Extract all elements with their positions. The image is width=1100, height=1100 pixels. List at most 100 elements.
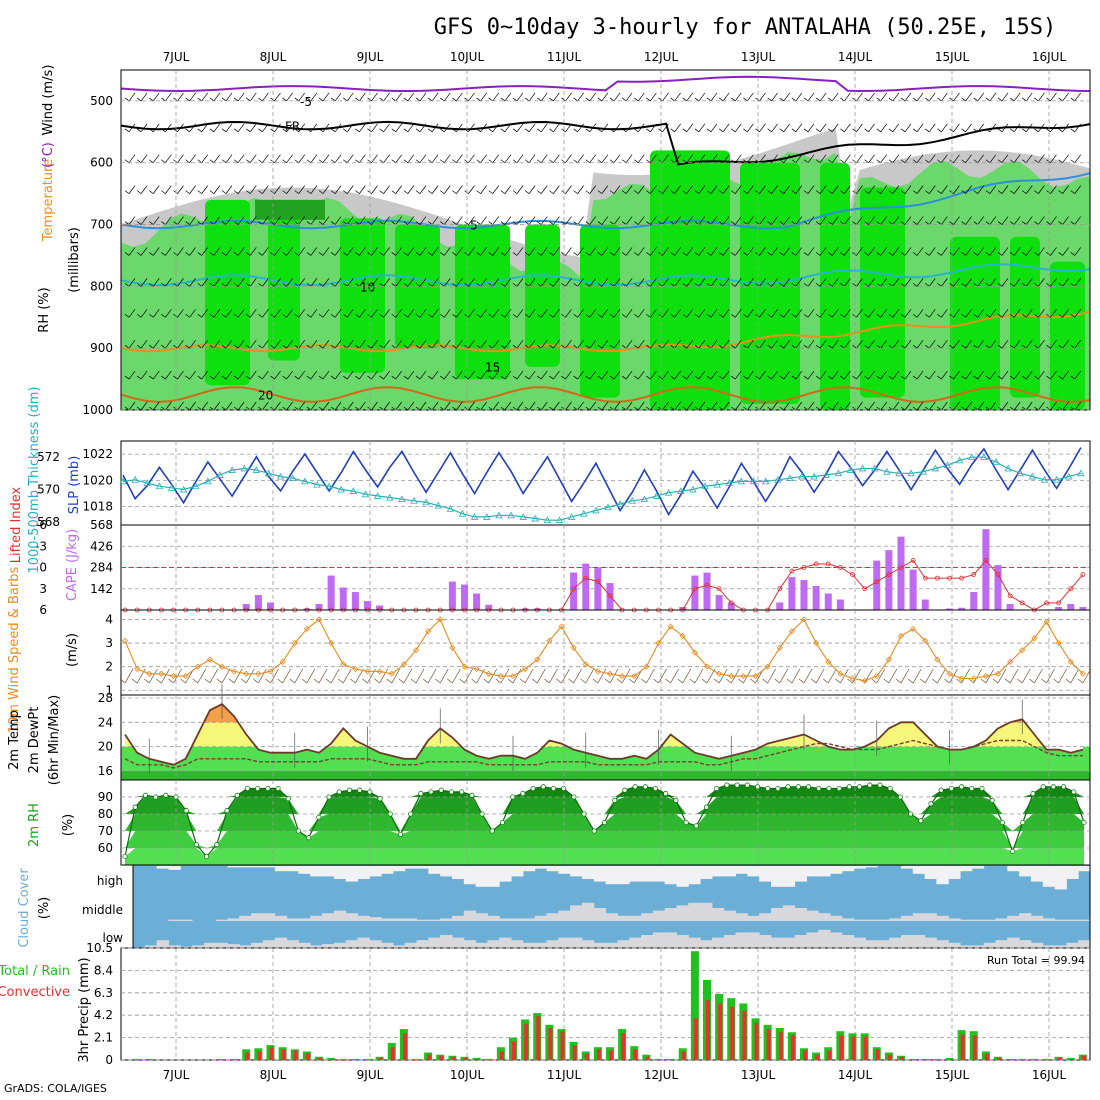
rh-2m-point: [969, 785, 975, 792]
cloud-middle-cell: [877, 919, 890, 921]
wind-barb: [1034, 185, 1045, 194]
wind-barb: [209, 185, 221, 194]
wind-speed-point: [703, 663, 711, 670]
precip-convective-bar: [584, 1053, 589, 1060]
wind-barb: [1022, 278, 1033, 287]
wind-barb: [488, 339, 500, 349]
wind-barb: [265, 668, 279, 684]
wind-barb: [573, 154, 584, 164]
lifted-index-point: [874, 579, 880, 585]
wind-barb: [476, 92, 487, 102]
rh-2m-point: [632, 784, 638, 790]
wind-barb: [185, 92, 196, 102]
rh-2m-point: [683, 819, 689, 826]
rh-2m-point: [1040, 784, 1046, 790]
wind-barb: [573, 216, 584, 225]
wind-barb: [1022, 185, 1033, 194]
wind-barb: [403, 92, 415, 102]
rh-2m-point: [938, 787, 944, 793]
cloud-middle-cell: [522, 918, 536, 921]
lifted-index-point: [801, 565, 807, 570]
wind-barb: [973, 123, 985, 133]
wind-barb: [961, 185, 972, 194]
rh-2m-point: [703, 804, 710, 810]
wind-barb: [549, 309, 560, 318]
wind-barb: [1058, 123, 1069, 133]
wind-barb: [791, 123, 803, 133]
rh-2m-point: [897, 794, 903, 800]
wind-barb: [937, 278, 948, 287]
wind-barb: [925, 309, 936, 318]
wind-barb: [585, 278, 597, 287]
wind-barb: [1046, 92, 1057, 102]
precip-convective-bar: [1081, 1055, 1086, 1060]
contour-label: -5: [300, 95, 312, 109]
wind-barb: [694, 154, 706, 164]
wind-barb: [888, 339, 900, 349]
wind-barb: [815, 92, 827, 102]
wind-barb: [718, 339, 730, 349]
wind-speed-point: [1043, 618, 1050, 625]
cloud-low-cell: [499, 937, 512, 948]
wind-barb: [173, 92, 184, 102]
wind-barb: [233, 154, 245, 164]
freezing-level-contour: [120, 120, 1091, 166]
cloud-high-cell: [262, 866, 276, 868]
wind-barb: [512, 309, 524, 318]
thickness-point: [980, 453, 988, 461]
wind-speed-point: [982, 673, 989, 680]
wind-barb: [864, 123, 875, 133]
wind-barb: [258, 92, 269, 102]
wind-barb: [440, 339, 451, 349]
thickness-point: [143, 479, 151, 486]
thickness-point: [531, 514, 539, 522]
wind-barb: [549, 154, 560, 164]
wind-barb: [888, 370, 900, 380]
cape-bar: [836, 599, 844, 610]
thickness-point: [410, 496, 418, 504]
y-tick-label: 6: [39, 603, 47, 617]
wind-barb: [294, 154, 306, 164]
wind-barb: [876, 216, 888, 225]
wind-barb: [925, 123, 936, 133]
wind-barb: [912, 123, 924, 133]
cloud-middle-cell: [1030, 915, 1044, 921]
wind-barb: [852, 154, 863, 164]
wind-barb: [415, 216, 427, 225]
lifted-index-point: [1007, 593, 1013, 599]
wind-barb: [185, 339, 196, 349]
lifted-index-point: [813, 561, 819, 567]
cloud-low-cell: [463, 940, 477, 948]
cloud-middle-cell: [853, 919, 867, 921]
wind-barb: [706, 247, 718, 256]
wind-barb: [895, 668, 910, 684]
rh-2m-point: [285, 796, 291, 802]
rh-2m-point: [540, 784, 546, 790]
thickness-point: [495, 511, 503, 519]
cape-bar: [570, 572, 578, 610]
wind-barb: [330, 278, 342, 287]
wind-barb: [876, 185, 888, 194]
cloud-high-cell: [440, 866, 453, 877]
wind-barb: [706, 185, 718, 194]
wind-barb: [779, 309, 791, 318]
wind-barb: [609, 278, 621, 287]
wind-barb: [621, 92, 633, 102]
cloud-low-cell: [345, 940, 358, 948]
wind-barb: [731, 278, 742, 287]
thickness-point: [264, 469, 273, 477]
rh-2m-point: [714, 785, 720, 792]
cape-bar: [254, 595, 262, 610]
wind-barb: [233, 216, 245, 225]
y-tick-label: 600: [90, 156, 113, 170]
cloud-low-cell: [511, 940, 524, 948]
wind-speed-point: [691, 649, 698, 656]
cloud-middle-cell: [487, 915, 500, 921]
thickness-point: [507, 511, 515, 519]
wind-barb: [646, 154, 657, 164]
wind-barb: [452, 370, 463, 380]
y-tick-label: 1020: [82, 473, 113, 487]
cloud-low-cell: [593, 942, 607, 948]
wind-barb: [124, 339, 136, 349]
rh-2m-point: [785, 784, 791, 790]
